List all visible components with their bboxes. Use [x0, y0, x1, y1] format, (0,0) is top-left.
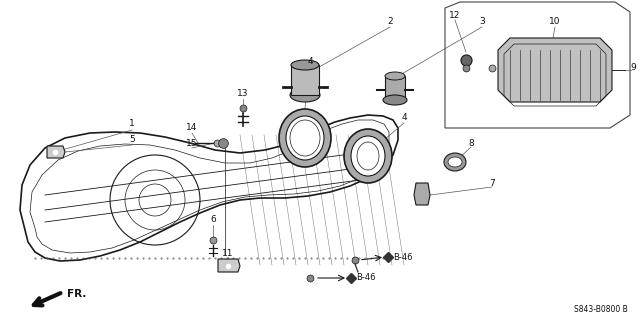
Ellipse shape	[290, 88, 320, 102]
Text: B-46: B-46	[393, 253, 413, 262]
Text: 5: 5	[129, 136, 135, 145]
Ellipse shape	[344, 129, 392, 183]
Text: S843-B0800 B: S843-B0800 B	[574, 305, 628, 314]
Ellipse shape	[448, 157, 462, 167]
Polygon shape	[414, 183, 430, 205]
Polygon shape	[47, 146, 65, 158]
Text: 15: 15	[186, 138, 198, 147]
Text: 4: 4	[307, 57, 313, 66]
Ellipse shape	[291, 60, 319, 70]
Ellipse shape	[351, 136, 385, 176]
Polygon shape	[385, 76, 405, 100]
Text: 6: 6	[210, 216, 216, 225]
Text: 10: 10	[549, 18, 561, 26]
Text: 13: 13	[237, 88, 249, 98]
Text: 12: 12	[449, 11, 461, 20]
Text: 1: 1	[129, 118, 135, 128]
Ellipse shape	[286, 116, 324, 160]
Ellipse shape	[279, 109, 331, 167]
Ellipse shape	[385, 72, 405, 80]
Text: 4: 4	[401, 114, 407, 122]
Ellipse shape	[444, 153, 466, 171]
Text: 2: 2	[387, 18, 393, 26]
Text: B-46: B-46	[356, 273, 376, 283]
Ellipse shape	[383, 95, 407, 105]
Text: 14: 14	[186, 123, 198, 132]
Text: 7: 7	[489, 179, 495, 188]
Text: 8: 8	[468, 138, 474, 147]
Text: 11: 11	[222, 249, 234, 257]
Polygon shape	[218, 259, 240, 272]
Polygon shape	[498, 38, 612, 102]
Text: 9: 9	[630, 63, 636, 72]
Text: FR.: FR.	[67, 289, 86, 299]
Text: 3: 3	[479, 18, 485, 26]
Polygon shape	[291, 65, 319, 95]
